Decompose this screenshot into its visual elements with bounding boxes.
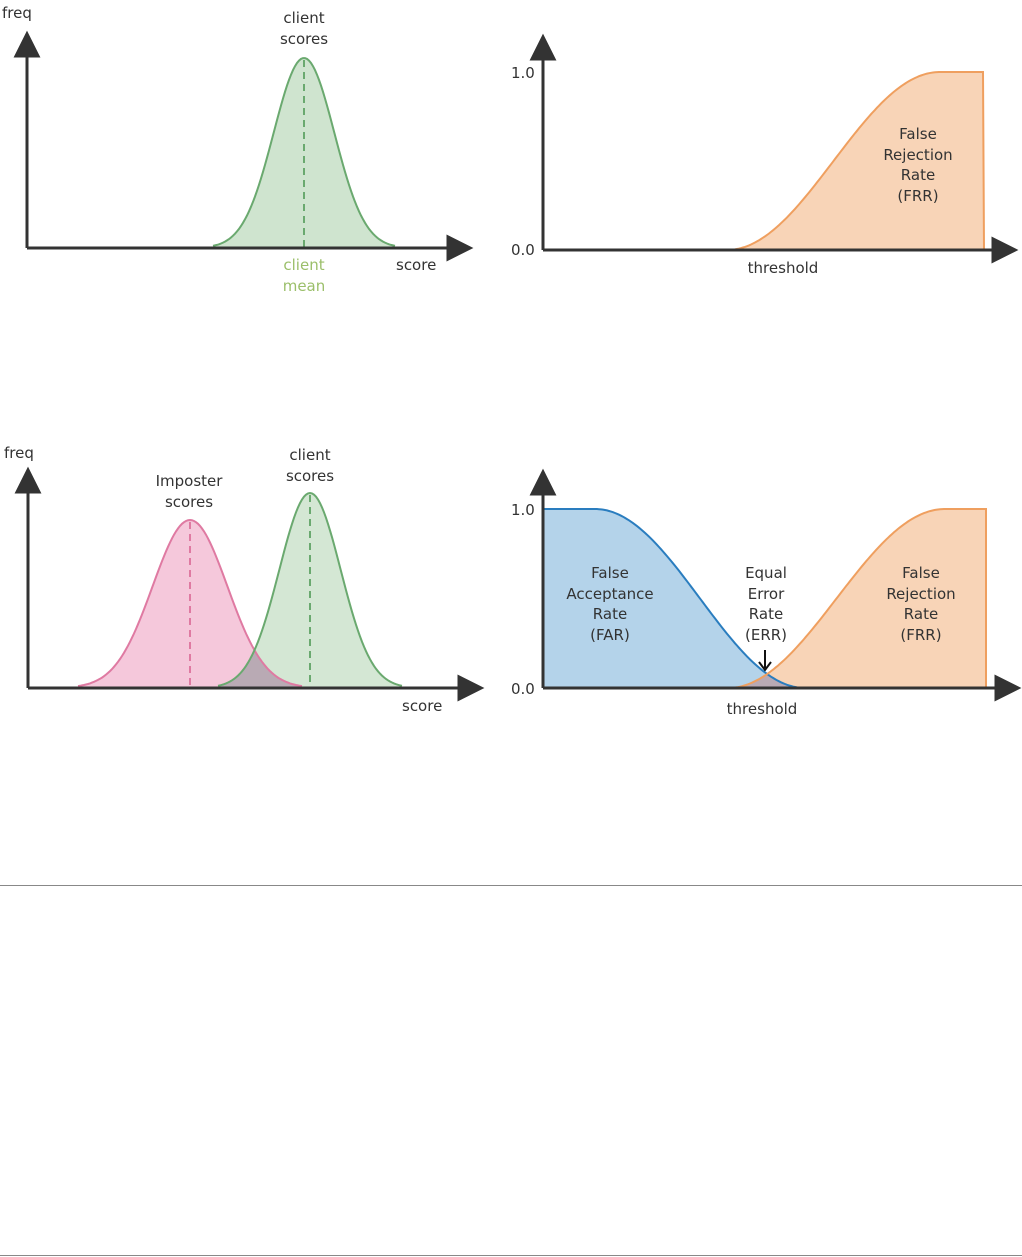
client-distribution-curve [212, 57, 396, 247]
p1-ylabel: freq [2, 4, 32, 22]
p1-mean-label: mean [283, 277, 326, 295]
p3-client-label: client [289, 446, 330, 464]
p2-frr-label: Rate [901, 166, 935, 184]
err-arrow-icon [758, 650, 772, 672]
p2-frr-label: (FRR) [897, 187, 938, 205]
p2-frr-label: Rejection [883, 146, 952, 164]
client-distribution-curve [217, 491, 403, 687]
p4-far-label: (FAR) [590, 626, 630, 644]
p1-mean-label: client [283, 256, 324, 274]
p2-frr-label: False [899, 125, 937, 143]
p4-err-label: (ERR) [745, 626, 787, 644]
p3-ylabel: freq [4, 444, 34, 462]
p4-ytick: 1.0 [511, 501, 535, 519]
p4-far-label: Rate [593, 605, 627, 623]
frr-fill [728, 509, 986, 688]
imposter-distribution-fill [78, 520, 302, 688]
p3-imposter-label: Imposter [156, 472, 224, 490]
p3-imposter-label: scores [165, 493, 213, 511]
p4-far-label: False [591, 564, 629, 582]
frr-curve [727, 71, 985, 251]
p1-curve-label: scores [280, 30, 328, 48]
p4-frr-label: (FRR) [900, 626, 941, 644]
frr-fill [727, 72, 983, 250]
p4-frr-label: Rate [904, 605, 938, 623]
p4-err-label: Equal [745, 564, 787, 582]
imposter-distribution-curve [77, 518, 303, 688]
overlap-fill [218, 651, 302, 688]
p4-frr-label: False [902, 564, 940, 582]
p4-err-label: Error [748, 585, 785, 603]
p2-ytick: 1.0 [511, 64, 535, 82]
p2-ytick: 0.0 [511, 241, 535, 259]
p1-curve-label: client [283, 9, 324, 27]
far-fill [543, 509, 805, 688]
client-distribution-fill [213, 58, 395, 248]
p2-xlabel: threshold [748, 259, 819, 277]
far-curve [543, 508, 805, 689]
divider [0, 1255, 1022, 1256]
p4-frr-label: Rejection [886, 585, 955, 603]
p4-xlabel: threshold [727, 700, 798, 718]
divider [0, 885, 1022, 886]
frr-curve [728, 508, 987, 689]
p4-err-label: Rate [749, 605, 783, 623]
p4-far-label: Acceptance [566, 585, 653, 603]
p3-xlabel: score [402, 697, 442, 715]
p4-ytick: 0.0 [511, 680, 535, 698]
p3-client-label: scores [286, 467, 334, 485]
p1-xlabel: score [396, 256, 436, 274]
client-distribution-fill [218, 493, 402, 688]
